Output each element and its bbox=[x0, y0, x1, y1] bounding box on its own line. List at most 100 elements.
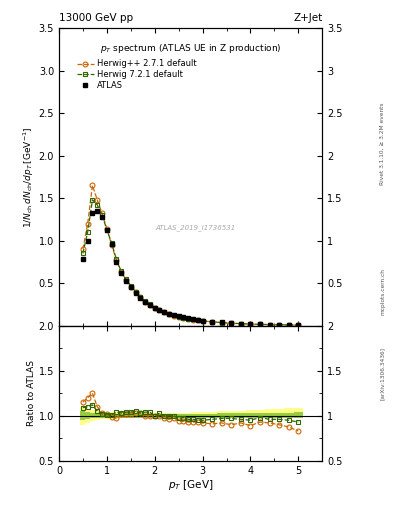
Text: ATLAS_2019_I1736531: ATLAS_2019_I1736531 bbox=[156, 224, 236, 231]
Herwig 7.2.1 default bbox=[248, 321, 253, 327]
Herwig 7.2.1 default bbox=[147, 301, 152, 307]
Herwig++ 2.7.1 default bbox=[157, 307, 162, 313]
Y-axis label: $1/N_\mathrm{ch}\,dN_\mathrm{ch}/dp_T\,[\mathrm{GeV}^{-1}]$: $1/N_\mathrm{ch}\,dN_\mathrm{ch}/dp_T\,[… bbox=[21, 126, 36, 227]
Herwig 7.2.1 default bbox=[195, 317, 200, 323]
ATLAS bbox=[100, 214, 105, 220]
ATLAS bbox=[109, 241, 114, 247]
Herwig++ 2.7.1 default bbox=[296, 322, 301, 328]
ATLAS bbox=[133, 290, 138, 296]
Herwig 7.2.1 default bbox=[138, 294, 143, 300]
Herwig 7.2.1 default bbox=[286, 322, 291, 328]
Herwig 7.2.1 default bbox=[95, 202, 99, 208]
Herwig 7.2.1 default bbox=[100, 212, 105, 218]
ATLAS bbox=[200, 317, 205, 324]
Herwig 7.2.1 default bbox=[124, 276, 129, 282]
Herwig++ 2.7.1 default bbox=[267, 322, 272, 328]
Herwig 7.2.1 default bbox=[219, 319, 224, 326]
Herwig++ 2.7.1 default bbox=[286, 322, 291, 328]
Herwig++ 2.7.1 default bbox=[258, 322, 263, 328]
ATLAS bbox=[147, 302, 152, 308]
ATLAS bbox=[90, 210, 95, 217]
Herwig 7.2.1 default bbox=[186, 315, 191, 322]
Text: $p_T$ spectrum (ATLAS UE in Z production): $p_T$ spectrum (ATLAS UE in Z production… bbox=[100, 41, 281, 55]
Line: ATLAS: ATLAS bbox=[81, 208, 301, 328]
Herwig 7.2.1 default bbox=[90, 197, 95, 203]
Herwig 7.2.1 default bbox=[181, 314, 186, 321]
Herwig 7.2.1 default bbox=[114, 256, 119, 262]
ATLAS bbox=[239, 321, 243, 327]
Herwig++ 2.7.1 default bbox=[195, 317, 200, 324]
Herwig 7.2.1 default bbox=[143, 298, 147, 304]
Herwig++ 2.7.1 default bbox=[181, 315, 186, 321]
Herwig 7.2.1 default bbox=[258, 321, 263, 327]
ATLAS bbox=[105, 227, 109, 233]
ATLAS bbox=[296, 322, 301, 328]
Herwig++ 2.7.1 default bbox=[171, 312, 176, 318]
ATLAS bbox=[229, 320, 234, 326]
Herwig++ 2.7.1 default bbox=[248, 321, 253, 327]
Text: mcplots.cern.ch: mcplots.cern.ch bbox=[380, 268, 385, 315]
Text: [arXiv:1306.3436]: [arXiv:1306.3436] bbox=[380, 347, 385, 400]
Herwig++ 2.7.1 default bbox=[100, 210, 105, 217]
ATLAS bbox=[138, 294, 143, 301]
ATLAS bbox=[143, 298, 147, 305]
Herwig++ 2.7.1 default bbox=[129, 284, 133, 290]
ATLAS bbox=[248, 321, 253, 327]
Herwig++ 2.7.1 default bbox=[105, 226, 109, 232]
Herwig++ 2.7.1 default bbox=[219, 319, 224, 326]
Herwig 7.2.1 default bbox=[200, 317, 205, 324]
X-axis label: $p_T$ [GeV]: $p_T$ [GeV] bbox=[168, 478, 213, 493]
ATLAS bbox=[95, 208, 99, 214]
ATLAS bbox=[129, 284, 133, 290]
Herwig++ 2.7.1 default bbox=[85, 221, 90, 227]
ATLAS bbox=[176, 313, 181, 319]
ATLAS bbox=[124, 278, 129, 284]
Herwig++ 2.7.1 default bbox=[186, 316, 191, 322]
Herwig 7.2.1 default bbox=[85, 229, 90, 235]
ATLAS bbox=[258, 321, 263, 327]
Text: Z+Jet: Z+Jet bbox=[293, 13, 322, 23]
Herwig 7.2.1 default bbox=[157, 307, 162, 313]
Herwig++ 2.7.1 default bbox=[200, 318, 205, 324]
ATLAS bbox=[219, 319, 224, 326]
Herwig 7.2.1 default bbox=[81, 250, 85, 257]
Herwig 7.2.1 default bbox=[239, 321, 243, 327]
ATLAS bbox=[210, 318, 215, 325]
Herwig 7.2.1 default bbox=[176, 313, 181, 319]
Herwig 7.2.1 default bbox=[133, 289, 138, 295]
Herwig 7.2.1 default bbox=[296, 322, 301, 328]
Herwig++ 2.7.1 default bbox=[133, 289, 138, 295]
ATLAS bbox=[114, 259, 119, 265]
ATLAS bbox=[286, 322, 291, 328]
Herwig++ 2.7.1 default bbox=[147, 302, 152, 308]
Legend: Herwig++ 2.7.1 default, Herwig 7.2.1 default, ATLAS: Herwig++ 2.7.1 default, Herwig 7.2.1 def… bbox=[73, 56, 200, 93]
ATLAS bbox=[267, 322, 272, 328]
Herwig++ 2.7.1 default bbox=[95, 197, 99, 203]
Herwig++ 2.7.1 default bbox=[124, 276, 129, 283]
Herwig++ 2.7.1 default bbox=[81, 246, 85, 252]
Herwig 7.2.1 default bbox=[210, 318, 215, 325]
Y-axis label: Ratio to ATLAS: Ratio to ATLAS bbox=[27, 360, 36, 426]
ATLAS bbox=[191, 316, 195, 322]
Herwig 7.2.1 default bbox=[171, 312, 176, 318]
ATLAS bbox=[81, 256, 85, 262]
Herwig++ 2.7.1 default bbox=[138, 294, 143, 300]
Herwig 7.2.1 default bbox=[109, 240, 114, 246]
Herwig 7.2.1 default bbox=[129, 283, 133, 289]
Herwig++ 2.7.1 default bbox=[191, 316, 195, 323]
Herwig++ 2.7.1 default bbox=[277, 322, 281, 328]
Line: Herwig 7.2.1 default: Herwig 7.2.1 default bbox=[81, 198, 301, 328]
Herwig++ 2.7.1 default bbox=[239, 321, 243, 327]
Herwig++ 2.7.1 default bbox=[176, 314, 181, 320]
Herwig++ 2.7.1 default bbox=[167, 311, 171, 317]
ATLAS bbox=[277, 322, 281, 328]
Herwig++ 2.7.1 default bbox=[109, 242, 114, 248]
Herwig++ 2.7.1 default bbox=[229, 320, 234, 326]
Herwig 7.2.1 default bbox=[229, 320, 234, 326]
Herwig 7.2.1 default bbox=[105, 226, 109, 232]
Herwig++ 2.7.1 default bbox=[114, 257, 119, 263]
Herwig 7.2.1 default bbox=[167, 311, 171, 317]
ATLAS bbox=[85, 238, 90, 244]
Text: 13000 GeV pp: 13000 GeV pp bbox=[59, 13, 133, 23]
Herwig++ 2.7.1 default bbox=[152, 305, 157, 311]
